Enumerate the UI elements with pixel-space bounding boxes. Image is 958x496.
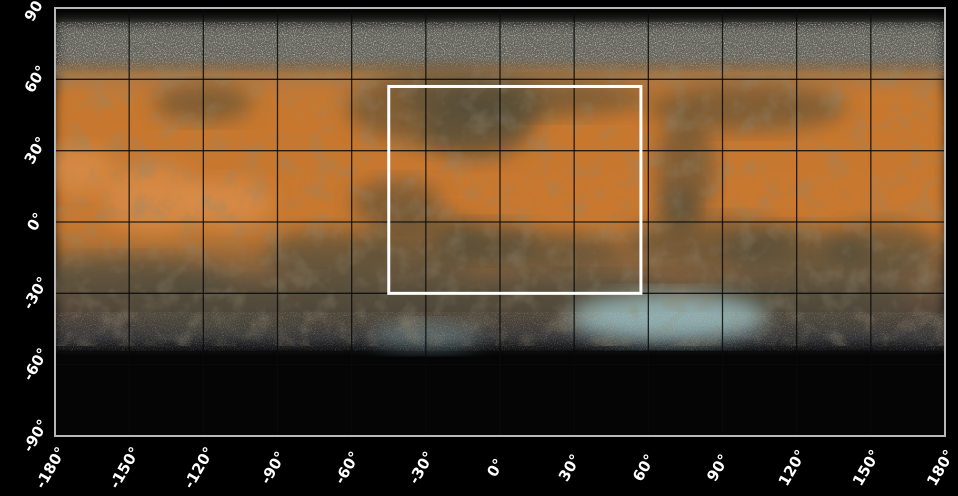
latitude-tick-label: 0°: [23, 209, 48, 234]
longitude-tick-label: 150°: [849, 446, 884, 489]
longitude-labels: -180° -150° -120° -90° -60° -30° 0° 30° 60° 90° 12…: [32, 444, 958, 492]
longitude-tick-label: 120°: [775, 446, 810, 489]
latitude-tick-label: 60°: [21, 62, 51, 96]
longitude-tick-label: -60°: [331, 448, 364, 487]
latitude-tick-label: -60°: [19, 345, 52, 384]
map-frame: [54, 7, 946, 437]
longitude-tick-label: 30°: [555, 451, 585, 485]
longitude-tick-label: -120°: [180, 444, 218, 492]
longitude-tick-label: -90°: [257, 448, 290, 487]
longitude-tick-label: 60°: [629, 451, 659, 485]
longitude-tick-label: 90°: [703, 451, 733, 485]
longitude-tick-label: 0°: [483, 455, 508, 480]
longitude-tick-label: -30°: [405, 448, 438, 487]
longitude-tick-label: 180°: [923, 446, 958, 489]
latitude-tick-label: 30°: [21, 134, 51, 168]
latitude-tick-label: -90°: [19, 416, 52, 455]
latitude-tick-label: -30°: [19, 274, 52, 313]
highlight-box[interactable]: [387, 84, 643, 295]
longitude-tick-label: -180°: [32, 444, 70, 492]
latitude-labels: 90° 60° 30° 0° -30° -60° -90°: [19, 0, 52, 455]
latitude-tick-label: 90°: [21, 0, 51, 25]
longitude-tick-label: -150°: [106, 444, 144, 492]
